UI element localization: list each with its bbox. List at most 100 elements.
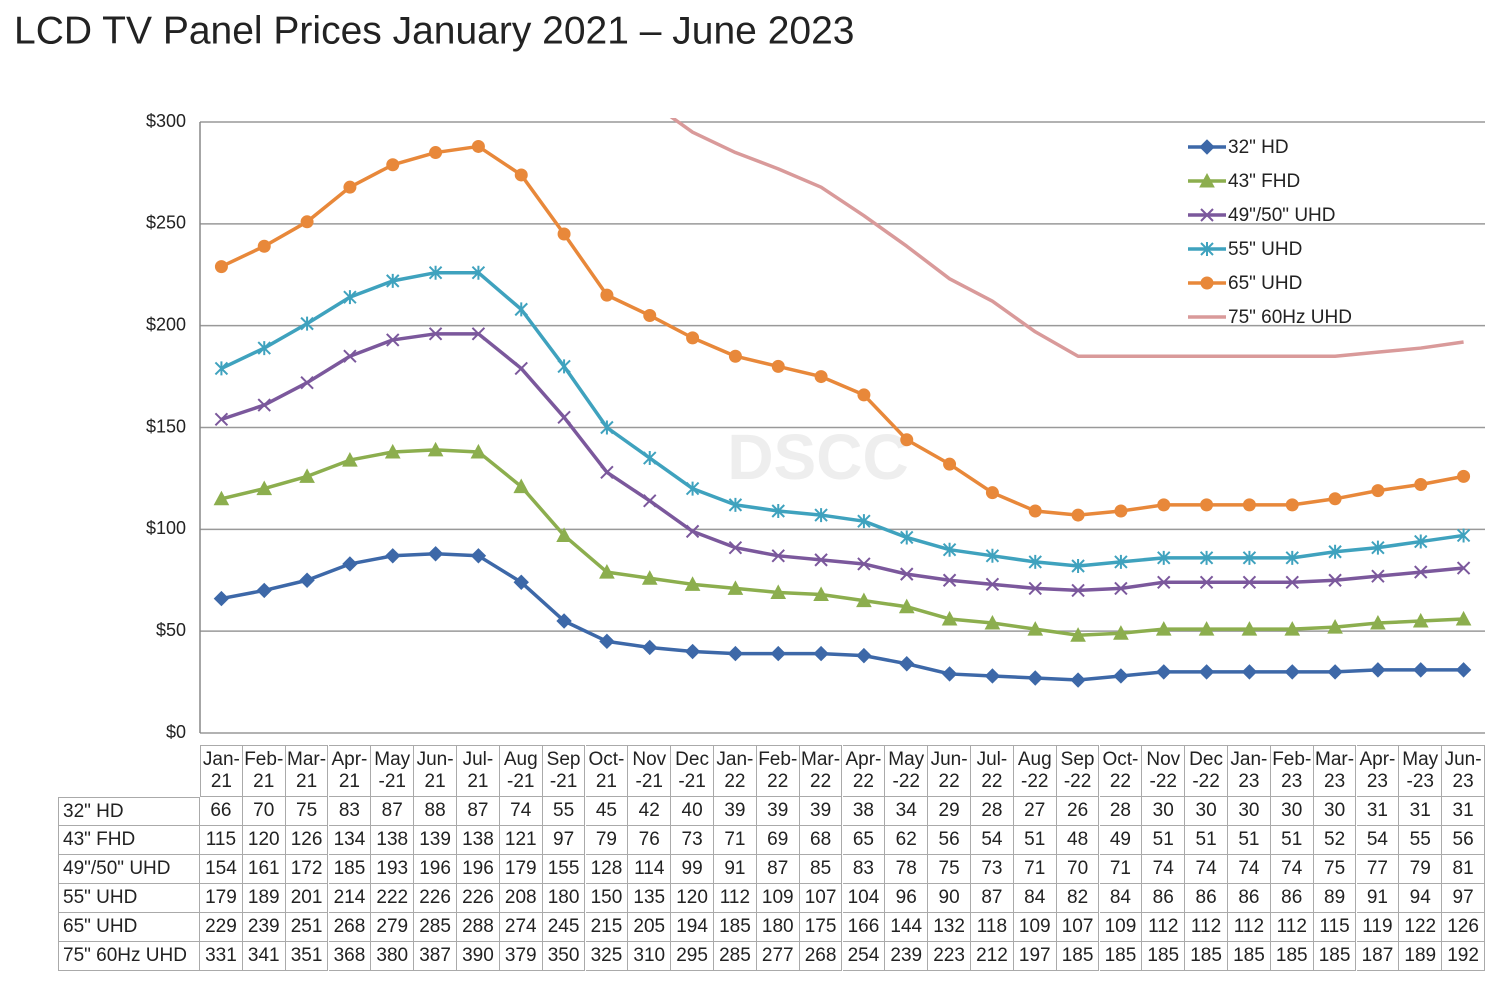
x-tick-label: Nov-22 xyxy=(1142,745,1186,797)
marker xyxy=(643,494,657,508)
table-value: 189 xyxy=(1399,942,1443,971)
table-value: 185 xyxy=(1228,942,1271,971)
table-value: 185 xyxy=(714,913,757,942)
marker xyxy=(984,668,1001,684)
table-value: 68 xyxy=(799,826,843,855)
table-value: 180 xyxy=(542,884,586,913)
marker xyxy=(342,556,358,572)
table-value: 96 xyxy=(885,884,929,913)
marker xyxy=(386,273,400,288)
marker xyxy=(1199,575,1214,589)
marker xyxy=(985,577,1000,592)
table-value: 187 xyxy=(1356,942,1400,971)
table-value: 48 xyxy=(1056,826,1100,855)
table-value: 52 xyxy=(1313,826,1357,855)
marker xyxy=(1457,469,1471,483)
table-value: 189 xyxy=(242,884,286,913)
table-value: 86 xyxy=(1228,884,1271,913)
x-tick-label: Jan-22 xyxy=(714,745,757,797)
marker xyxy=(1071,558,1085,573)
marker xyxy=(471,265,486,280)
table-value: 194 xyxy=(671,913,714,942)
table-value: 99 xyxy=(671,855,714,884)
table-value: 55 xyxy=(1399,826,1443,855)
x-tick-label: Jun-23 xyxy=(1442,745,1485,797)
table-value: 31 xyxy=(1399,797,1443,826)
table-value: 38 xyxy=(842,797,886,826)
table-value: 86 xyxy=(1185,884,1228,913)
table-value: 49 xyxy=(1099,826,1143,855)
table-value: 121 xyxy=(499,826,543,855)
marker xyxy=(428,327,443,341)
table-value: 79 xyxy=(585,826,629,855)
marker xyxy=(299,572,315,588)
marker xyxy=(256,480,273,496)
x-tick-label: Jul-22 xyxy=(971,745,1014,797)
table-value: 134 xyxy=(328,826,372,855)
x-tick-label: Jan-23 xyxy=(1228,745,1271,797)
marker xyxy=(384,443,401,459)
table-value: 74 xyxy=(1142,855,1186,884)
table-value: 88 xyxy=(414,797,457,826)
table-value: 268 xyxy=(328,913,372,942)
marker xyxy=(1028,581,1042,596)
table-value: 214 xyxy=(328,884,372,913)
marker xyxy=(728,497,743,512)
table-value: 205 xyxy=(628,913,672,942)
table-value: 166 xyxy=(842,913,886,942)
table-value: 109 xyxy=(1013,913,1057,942)
marker xyxy=(1200,208,1214,222)
x-tick-label: May-22 xyxy=(885,745,929,797)
table-value: 277 xyxy=(756,942,800,971)
y-tick-label: $0 xyxy=(166,722,186,742)
marker xyxy=(942,542,957,557)
marker xyxy=(686,331,700,345)
marker xyxy=(300,215,314,229)
table-value: 185 xyxy=(1270,942,1314,971)
x-tick-label: Dec-22 xyxy=(1185,745,1228,797)
table-value: 54 xyxy=(1356,826,1400,855)
table-row-label: 75" 60Hz UHD xyxy=(58,942,200,971)
table-value: 40 xyxy=(671,797,714,826)
marker xyxy=(300,316,314,331)
table-value: 28 xyxy=(1099,797,1143,826)
table-value: 74 xyxy=(1270,855,1314,884)
legend-label: 43" FHD xyxy=(1228,171,1300,192)
marker xyxy=(1113,668,1129,684)
marker xyxy=(343,349,357,363)
marker xyxy=(1028,504,1042,518)
table-value: 196 xyxy=(457,855,500,884)
table-value: 87 xyxy=(756,855,800,884)
marker xyxy=(256,582,272,599)
y-tick-label: $150 xyxy=(146,416,186,436)
x-tick-label: Feb-22 xyxy=(756,745,800,797)
marker xyxy=(214,412,229,427)
table-value: 254 xyxy=(842,942,886,971)
marker xyxy=(1199,139,1215,155)
table-value: 51 xyxy=(1185,826,1228,855)
table-value: 97 xyxy=(542,826,586,855)
marker xyxy=(1455,662,1472,678)
table-value: 126 xyxy=(1442,913,1485,942)
marker xyxy=(214,260,228,274)
table-value: 71 xyxy=(1099,855,1143,884)
table-value: 42 xyxy=(628,797,672,826)
x-tick-label: Jun-22 xyxy=(928,745,971,797)
table-value: 90 xyxy=(928,884,971,913)
marker xyxy=(1027,670,1043,686)
x-tick-label: Aug-21 xyxy=(499,745,543,797)
table-value: 379 xyxy=(499,942,543,971)
table-value: 196 xyxy=(414,855,457,884)
table-value: 74 xyxy=(1228,855,1271,884)
table-row-label: 49"/50" UHD xyxy=(58,855,200,884)
table-value: 84 xyxy=(1013,884,1057,913)
table-value: 197 xyxy=(1013,942,1057,971)
table-value: 112 xyxy=(714,884,757,913)
marker xyxy=(1200,242,1214,256)
table-value: 120 xyxy=(242,826,286,855)
marker xyxy=(900,567,914,581)
x-tick-label: Jun-21 xyxy=(414,745,457,797)
table-value: 268 xyxy=(799,942,843,971)
table-value: 75 xyxy=(928,855,971,884)
